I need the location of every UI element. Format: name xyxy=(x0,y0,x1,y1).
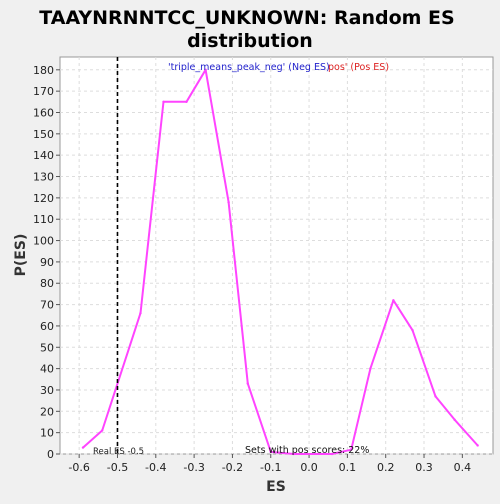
plot-area xyxy=(59,56,494,455)
x-tick-label: -0.3 xyxy=(183,461,204,474)
x-tick-label: -0.4 xyxy=(145,461,166,474)
grid-layer xyxy=(60,57,493,455)
data-point xyxy=(227,200,230,204)
data-point xyxy=(434,395,437,398)
series-layer xyxy=(81,68,479,456)
x-axis-label: ES xyxy=(266,479,286,495)
y-tick-label: 100 xyxy=(33,235,54,248)
y-tick-label: 80 xyxy=(40,277,54,290)
y-tick-label: 160 xyxy=(33,106,54,119)
data-point xyxy=(100,429,104,432)
axis-layer: 0 10 20 30 40 50 60 70 80 90 100 110 120 130 140 150 160… xyxy=(33,64,471,474)
y-tick-label: 180 xyxy=(33,64,54,77)
y-tick-label: 0 xyxy=(47,448,54,461)
y-tick-label: 170 xyxy=(33,85,54,98)
x-tick-label: 0.2 xyxy=(377,461,395,474)
x-tick-label: -0.5 xyxy=(107,461,128,474)
data-point xyxy=(162,100,165,104)
y-tick-label: 10 xyxy=(40,427,54,440)
y-tick-label: 90 xyxy=(40,256,54,269)
series-line xyxy=(82,68,479,455)
data-point xyxy=(411,329,414,332)
x-tick-label: -0.2 xyxy=(222,461,243,474)
data-point xyxy=(246,382,249,385)
data-point xyxy=(369,367,372,370)
data-point xyxy=(476,444,479,447)
data-point xyxy=(392,299,395,302)
chart-title-line-1: TAAYNRNNTCC_UNKNOWN: Random ES xyxy=(39,7,454,29)
data-point xyxy=(185,100,188,104)
data-point xyxy=(453,418,456,422)
data-point xyxy=(292,452,295,456)
data-point xyxy=(139,311,142,315)
y-tick-label: 70 xyxy=(40,299,54,312)
legend-neg-label: 'triple_means_peak_neg' (Neg ES) xyxy=(168,62,330,73)
x-tick-label: 0.4 xyxy=(454,461,472,474)
y-tick-label: 110 xyxy=(33,213,54,226)
x-tick-label: -0.1 xyxy=(260,461,281,474)
data-point xyxy=(350,448,353,451)
data-point xyxy=(269,450,272,454)
y-tick-label: 60 xyxy=(40,320,54,333)
x-tick-label: -0.6 xyxy=(68,461,89,474)
x-tick-label: 0.3 xyxy=(415,461,433,474)
y-tick-label: 120 xyxy=(33,192,54,205)
y-tick-label: 40 xyxy=(40,363,54,376)
legend-pos-label: pos' (Pos ES) xyxy=(328,62,389,73)
y-tick-label: 150 xyxy=(33,128,54,141)
y-tick-label: 20 xyxy=(40,405,54,418)
x-tick-label: 0.1 xyxy=(339,461,357,474)
y-axis-label: P(ES) xyxy=(13,234,29,277)
pos-scores-label: Sets with pos scores: 22% xyxy=(245,445,369,456)
real-es-label: Real ES -0.5 xyxy=(93,447,144,457)
data-point xyxy=(204,68,207,72)
x-tick-label: 0.0 xyxy=(300,461,318,474)
data-point xyxy=(81,446,85,449)
y-tick-label: 130 xyxy=(33,171,54,184)
data-point xyxy=(330,452,334,456)
y-tick-label: 50 xyxy=(40,341,54,354)
y-tick-label: 140 xyxy=(33,149,54,162)
chart-title-line-2: distribution xyxy=(187,30,313,52)
y-tick-label: 30 xyxy=(40,384,54,397)
